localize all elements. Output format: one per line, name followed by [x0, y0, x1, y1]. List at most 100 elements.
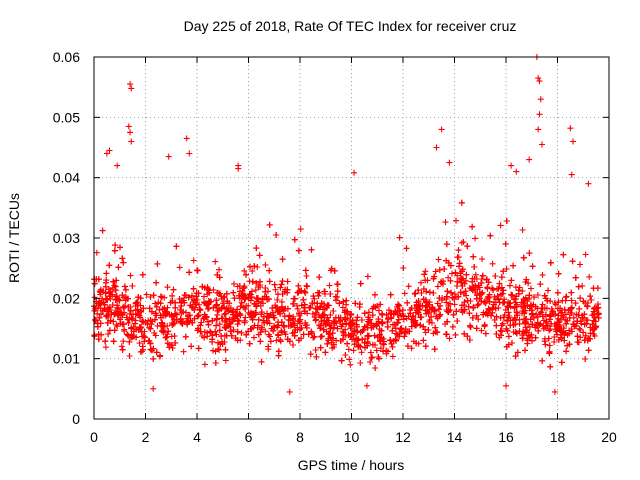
data-point [147, 325, 154, 332]
data-point [529, 337, 535, 344]
data-point [516, 284, 523, 291]
data-point [390, 311, 397, 318]
data-point [216, 290, 223, 297]
data-point [559, 297, 566, 304]
data-point [482, 330, 489, 337]
data-point [221, 319, 228, 325]
data-point [461, 299, 468, 305]
data-point [542, 311, 549, 318]
data-point [119, 292, 126, 299]
data-point [582, 332, 589, 339]
data-point [498, 328, 505, 335]
data-point [157, 300, 164, 307]
data-point [463, 271, 470, 278]
data-point [377, 301, 384, 308]
data-point [528, 331, 535, 338]
data-point [521, 297, 528, 304]
data-point [462, 288, 469, 295]
data-point [539, 271, 546, 278]
data-point [196, 306, 203, 313]
data-point [337, 338, 344, 344]
data-point [308, 246, 315, 253]
data-point [443, 331, 449, 338]
data-point [470, 253, 477, 260]
data-point [249, 311, 256, 318]
data-point [318, 300, 325, 307]
data-point [189, 292, 195, 299]
data-point [433, 144, 440, 151]
data-point [448, 289, 454, 296]
data-point [113, 293, 120, 299]
data-point [483, 276, 490, 283]
data-point [387, 291, 394, 298]
data-point [260, 317, 267, 324]
data-point [209, 332, 216, 339]
data-point [185, 294, 192, 301]
data-point [589, 321, 596, 328]
data-point [263, 293, 270, 300]
data-point [434, 329, 441, 336]
data-point [461, 308, 468, 314]
data-point [182, 333, 189, 340]
data-point [127, 307, 134, 314]
data-point [548, 320, 555, 327]
data-point [200, 315, 207, 322]
data-point [110, 338, 117, 345]
data-point [508, 277, 515, 284]
data-point [165, 328, 172, 335]
data-point [449, 270, 455, 277]
data-point [500, 287, 507, 294]
data-point [249, 268, 256, 275]
data-point [555, 270, 562, 277]
data-point [579, 282, 586, 289]
data-point [133, 299, 140, 306]
data-point [253, 295, 260, 302]
data-point [290, 295, 297, 302]
data-point [449, 294, 456, 301]
data-point [128, 85, 135, 92]
data-point [543, 318, 550, 325]
data-point [210, 347, 216, 354]
data-point [472, 271, 479, 278]
y-tick-labels: 0 0.01 0.02 0.03 0.04 0.05 0.06 [53, 49, 80, 427]
data-point [376, 307, 382, 314]
data-point [282, 331, 289, 338]
data-point [553, 328, 560, 335]
data-point [216, 266, 222, 273]
data-point [216, 321, 223, 328]
data-point [247, 263, 253, 270]
data-point [452, 331, 459, 338]
data-point [418, 279, 424, 286]
data-point [106, 262, 113, 269]
data-point [199, 283, 206, 290]
data-point [562, 330, 569, 336]
data-point [470, 284, 477, 291]
data-point [237, 288, 243, 295]
data-point [458, 199, 465, 206]
data-point [394, 319, 401, 326]
data-point [284, 278, 291, 285]
data-point [119, 346, 126, 353]
data-point [98, 300, 104, 307]
data-point [590, 308, 597, 315]
data-point [330, 318, 337, 324]
data-point [396, 302, 402, 309]
data-point [117, 244, 123, 251]
data-point [388, 315, 395, 322]
data-point [360, 326, 367, 333]
data-point [234, 317, 241, 324]
data-point [139, 271, 146, 278]
data-point [443, 307, 450, 313]
data-point [341, 316, 348, 323]
data-point [243, 271, 249, 278]
data-point [102, 290, 109, 297]
data-point [129, 334, 136, 340]
data-point [497, 222, 504, 229]
data-point [546, 327, 553, 334]
data-point [578, 320, 585, 327]
data-point [499, 290, 506, 297]
data-point [369, 354, 376, 361]
data-point [595, 314, 602, 321]
data-point [243, 331, 250, 338]
data-point [153, 303, 160, 310]
